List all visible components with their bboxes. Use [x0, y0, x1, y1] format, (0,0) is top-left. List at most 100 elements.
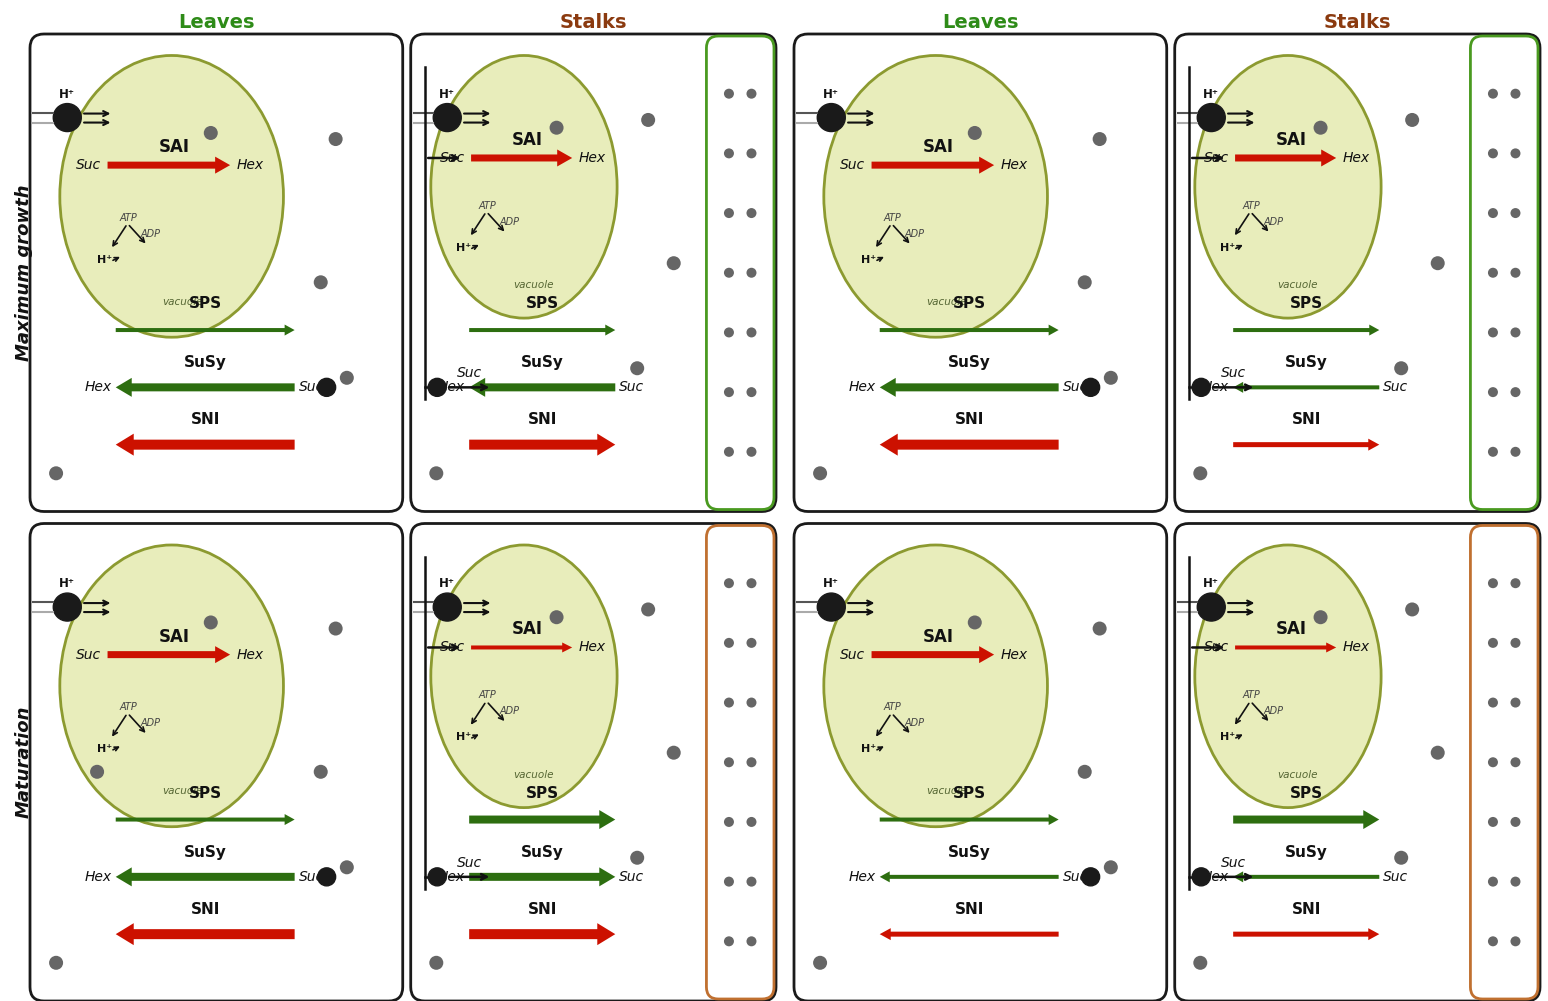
Circle shape [1511, 698, 1520, 708]
Text: Hex: Hex [1203, 870, 1229, 884]
Text: Hex: Hex [1342, 151, 1370, 165]
Text: ADP: ADP [1263, 216, 1283, 226]
Text: Maximum growth: Maximum growth [15, 184, 33, 361]
Text: H⁺: H⁺ [59, 87, 76, 100]
Text: ATP: ATP [884, 212, 901, 222]
Text: Hex: Hex [438, 870, 464, 884]
Text: H⁺: H⁺ [824, 577, 839, 590]
Circle shape [1488, 817, 1498, 827]
Circle shape [746, 936, 757, 946]
Circle shape [1430, 746, 1444, 760]
Polygon shape [879, 433, 1059, 455]
Text: Hex: Hex [1000, 648, 1028, 662]
Text: Maturation: Maturation [15, 706, 33, 819]
Text: ADP: ADP [904, 228, 924, 238]
Circle shape [813, 956, 827, 970]
Text: vacuole: vacuole [1277, 280, 1317, 290]
Circle shape [724, 877, 734, 887]
Text: H⁺: H⁺ [1203, 577, 1220, 590]
FancyBboxPatch shape [1471, 526, 1539, 999]
Text: H⁺: H⁺ [455, 242, 471, 252]
Circle shape [1406, 603, 1420, 617]
Polygon shape [872, 156, 994, 173]
Text: SuSy: SuSy [947, 355, 991, 370]
Circle shape [1082, 868, 1099, 886]
Text: SuSy: SuSy [947, 845, 991, 860]
Text: ADP: ADP [141, 718, 161, 728]
Polygon shape [116, 923, 294, 945]
Text: Hex: Hex [579, 641, 605, 655]
Circle shape [1488, 579, 1498, 589]
Ellipse shape [824, 55, 1048, 337]
Ellipse shape [430, 545, 618, 808]
Circle shape [641, 113, 655, 127]
Circle shape [1093, 132, 1107, 146]
Polygon shape [1235, 149, 1336, 166]
Circle shape [813, 466, 827, 480]
Polygon shape [1234, 324, 1379, 335]
Text: Hex: Hex [1000, 158, 1028, 172]
Text: SNI: SNI [190, 412, 220, 427]
Circle shape [1511, 579, 1520, 589]
Circle shape [724, 698, 734, 708]
Polygon shape [116, 377, 294, 396]
Circle shape [1511, 89, 1520, 99]
Text: SPS: SPS [526, 786, 559, 801]
Text: Suc: Suc [619, 380, 644, 394]
Text: H⁺: H⁺ [440, 577, 455, 590]
Circle shape [817, 103, 845, 131]
Text: SNI: SNI [190, 902, 220, 917]
Text: Suc: Suc [1062, 380, 1088, 394]
Circle shape [317, 378, 336, 396]
Text: SPS: SPS [189, 296, 221, 311]
Text: ATP: ATP [1243, 200, 1260, 210]
Circle shape [314, 275, 328, 289]
Circle shape [341, 860, 354, 874]
Text: Suc: Suc [457, 856, 481, 870]
Text: Suc: Suc [1384, 870, 1409, 884]
Text: vacuole: vacuole [927, 787, 968, 797]
Ellipse shape [824, 545, 1048, 827]
Circle shape [724, 267, 734, 277]
Text: H⁺: H⁺ [98, 254, 111, 264]
FancyBboxPatch shape [1471, 36, 1539, 510]
Circle shape [968, 126, 981, 140]
Circle shape [1395, 851, 1409, 865]
Circle shape [1194, 466, 1207, 480]
Circle shape [433, 593, 461, 621]
Circle shape [724, 148, 734, 158]
Text: SAI: SAI [1276, 621, 1307, 639]
Circle shape [328, 132, 342, 146]
Text: SPS: SPS [952, 786, 986, 801]
Circle shape [746, 387, 757, 397]
Text: ATP: ATP [119, 212, 138, 222]
Text: SAI: SAI [1276, 131, 1307, 149]
Circle shape [1488, 446, 1498, 456]
FancyBboxPatch shape [29, 524, 402, 1001]
Circle shape [724, 387, 734, 397]
Text: ATP: ATP [884, 702, 901, 712]
Text: Hex: Hex [848, 380, 876, 394]
FancyBboxPatch shape [706, 36, 774, 510]
FancyBboxPatch shape [1175, 524, 1540, 1001]
Circle shape [746, 327, 757, 337]
Circle shape [1194, 956, 1207, 970]
Polygon shape [879, 324, 1059, 335]
Circle shape [550, 121, 563, 135]
Polygon shape [1234, 871, 1379, 882]
Polygon shape [469, 867, 615, 886]
Polygon shape [879, 377, 1059, 396]
Text: SPS: SPS [1289, 296, 1324, 311]
Circle shape [724, 327, 734, 337]
Circle shape [328, 622, 342, 636]
Circle shape [1488, 267, 1498, 277]
Ellipse shape [60, 55, 283, 337]
Text: SPS: SPS [1289, 786, 1324, 801]
Circle shape [724, 579, 734, 589]
Circle shape [429, 868, 446, 886]
Circle shape [746, 877, 757, 887]
Circle shape [746, 446, 757, 456]
Circle shape [53, 103, 82, 131]
Text: SAI: SAI [923, 138, 954, 156]
Circle shape [1511, 936, 1520, 946]
